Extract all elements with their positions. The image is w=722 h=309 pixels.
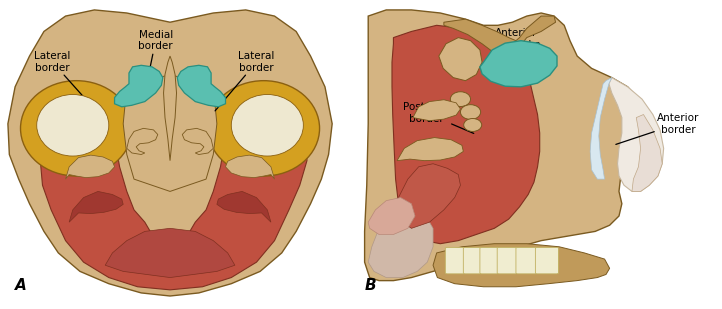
Polygon shape xyxy=(164,56,176,161)
Polygon shape xyxy=(393,164,461,228)
Polygon shape xyxy=(365,10,643,281)
Polygon shape xyxy=(368,210,433,277)
Polygon shape xyxy=(480,41,557,87)
Polygon shape xyxy=(127,128,158,154)
Polygon shape xyxy=(368,197,415,235)
FancyBboxPatch shape xyxy=(464,248,482,274)
Polygon shape xyxy=(115,65,163,107)
Text: Posterior
border: Posterior border xyxy=(403,102,474,133)
Text: Lateral
border: Lateral border xyxy=(35,51,96,111)
Ellipse shape xyxy=(208,81,320,176)
Polygon shape xyxy=(590,78,612,179)
FancyBboxPatch shape xyxy=(497,248,518,274)
Ellipse shape xyxy=(451,92,471,107)
Text: Anterior
ethmoid a.: Anterior ethmoid a. xyxy=(488,28,544,86)
FancyBboxPatch shape xyxy=(536,248,558,274)
Polygon shape xyxy=(609,78,664,191)
FancyBboxPatch shape xyxy=(445,248,466,274)
Polygon shape xyxy=(66,155,115,179)
Ellipse shape xyxy=(464,119,482,131)
Polygon shape xyxy=(123,74,217,191)
Text: B: B xyxy=(365,278,376,293)
Ellipse shape xyxy=(37,95,109,156)
Text: Medial
border: Medial border xyxy=(139,30,173,90)
Polygon shape xyxy=(439,38,482,81)
Ellipse shape xyxy=(231,95,303,156)
Polygon shape xyxy=(105,228,235,277)
FancyBboxPatch shape xyxy=(516,248,538,274)
Polygon shape xyxy=(632,115,662,191)
Polygon shape xyxy=(182,128,213,154)
Polygon shape xyxy=(444,16,555,56)
Text: Anterior
border: Anterior border xyxy=(616,113,699,144)
Polygon shape xyxy=(177,65,225,107)
Polygon shape xyxy=(392,25,540,244)
Polygon shape xyxy=(413,100,461,121)
Polygon shape xyxy=(397,138,464,161)
Polygon shape xyxy=(217,191,271,222)
Polygon shape xyxy=(8,10,332,296)
Ellipse shape xyxy=(20,81,132,176)
Polygon shape xyxy=(40,105,307,290)
Ellipse shape xyxy=(461,105,481,120)
Text: A: A xyxy=(15,278,27,293)
Text: Lateral
border: Lateral border xyxy=(215,51,274,111)
FancyBboxPatch shape xyxy=(480,248,499,274)
Polygon shape xyxy=(69,191,123,222)
Polygon shape xyxy=(433,244,609,287)
Polygon shape xyxy=(225,155,274,179)
